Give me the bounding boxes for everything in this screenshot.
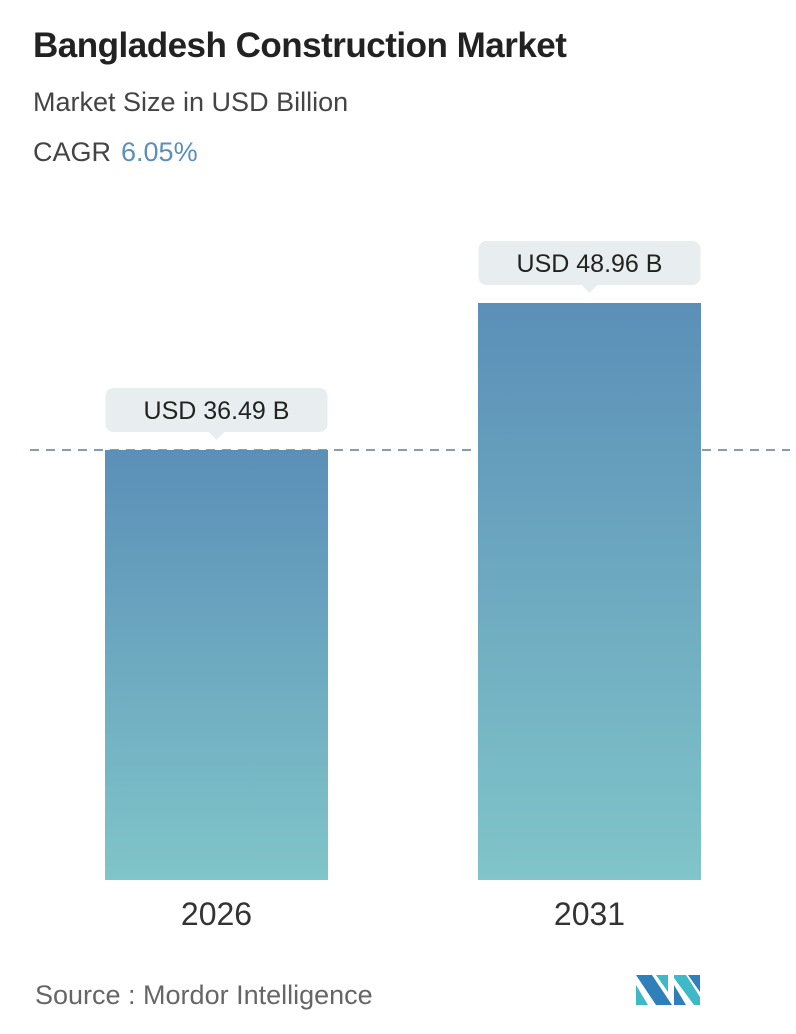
cagr-value: 6.05% (121, 137, 198, 167)
cagr-label: CAGR (33, 137, 112, 167)
x-tick-label: 2031 (554, 896, 625, 932)
source-text: Source : Mordor Intelligence (35, 980, 373, 1010)
data-label-box (478, 241, 701, 285)
data-label-pointer (208, 431, 225, 440)
chart-subtitle: Market Size in USD Billion (33, 87, 349, 117)
chart-title: Bangladesh Construction Market (33, 26, 567, 65)
data-label: USD 36.49 B (144, 397, 290, 425)
data-label: USD 48.96 B (517, 250, 663, 278)
bar-2026 (105, 449, 328, 880)
data-label-pointer (581, 285, 598, 293)
cagr: CAGR 6.05% (33, 137, 198, 168)
bar-2031 (478, 303, 701, 880)
data-label-box (105, 387, 328, 432)
x-tick-label: 2026 (181, 896, 252, 932)
